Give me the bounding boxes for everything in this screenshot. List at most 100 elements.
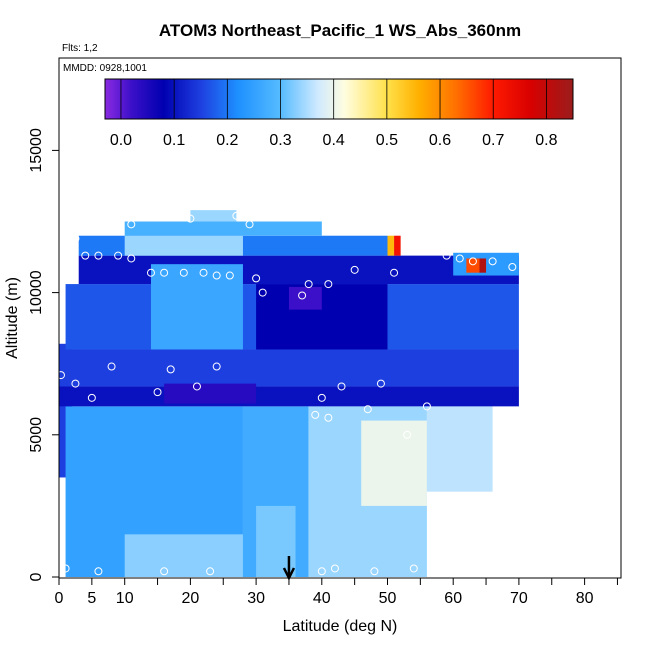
sample-point [521, 396, 530, 405]
y-axis: 0 5000 10000 15000 [28, 128, 59, 581]
sample-point [350, 265, 359, 274]
heatmap-cell [59, 349, 519, 387]
x-axis-label: Latitude (deg N) [283, 618, 398, 635]
arrow-head [282, 567, 296, 581]
sample-point [409, 564, 418, 573]
y-axis-label: Altitude (m) [4, 277, 21, 359]
sample-point [212, 362, 221, 371]
sample-point [127, 220, 136, 229]
sample-point [330, 564, 339, 573]
sample-point [94, 567, 103, 576]
sample-point [107, 362, 116, 371]
x-tick-label: 30 [247, 590, 265, 607]
sample-point [153, 388, 162, 397]
sample-point [94, 251, 103, 260]
latitude-arrow-marker [282, 556, 296, 581]
y-tick-label: 0 [28, 572, 45, 581]
heatmap-cell [426, 406, 493, 492]
colorbar-tick-label: 0.7 [482, 132, 504, 149]
dates-label: MMDD: 0928,1001 [63, 63, 147, 74]
sample-point [252, 274, 261, 283]
y-tick-label: 15000 [28, 128, 45, 173]
colorbar-tick-label: 0.8 [535, 132, 557, 149]
colorbar-tick-label: 0.3 [269, 132, 291, 149]
sample-point [298, 291, 307, 300]
sample-point [390, 268, 399, 277]
sample-point [232, 211, 241, 220]
colorbar-tick-label: 0.5 [376, 132, 398, 149]
sample-point [61, 564, 70, 573]
sample-point [179, 268, 188, 277]
x-tick-label: 0 [55, 590, 64, 607]
sample-point [455, 254, 464, 263]
sample-point [81, 251, 90, 260]
x-tick-label: 20 [182, 590, 200, 607]
sample-point [376, 379, 385, 388]
x-tick-label: 60 [444, 590, 462, 607]
heatmap-cell [394, 235, 401, 256]
sample-point [206, 567, 215, 576]
sample-point [258, 288, 267, 297]
sample-points [59, 211, 530, 576]
plot-frame [58, 57, 622, 579]
sample-point [59, 371, 65, 380]
heatmap-cell [78, 255, 519, 285]
heatmap-cell [190, 210, 237, 222]
sample-point [192, 382, 201, 391]
sample-point [508, 263, 517, 272]
heatmap-cell [479, 258, 487, 273]
heatmap-cell [164, 383, 257, 404]
sample-point [317, 393, 326, 402]
sample-point [370, 567, 379, 576]
x-tick-label: 50 [379, 590, 397, 607]
sample-point [160, 567, 169, 576]
x-axis: 0 5 10 20 30 40 50 60 70 80 [55, 578, 618, 607]
sample-point [225, 271, 234, 280]
sample-point [317, 567, 326, 576]
sample-point [422, 402, 431, 411]
heatmap-field [59, 210, 519, 577]
heatmap-cell [387, 235, 395, 256]
heatmap-cell [466, 258, 480, 273]
sample-point [468, 257, 477, 266]
heatmap-cell [59, 386, 519, 407]
sample-point [403, 430, 412, 439]
y-tick-label: 5000 [28, 417, 45, 453]
sample-point [488, 257, 497, 266]
sample-point [160, 268, 169, 277]
heatmap-cell [361, 420, 427, 506]
sample-point [245, 220, 254, 229]
sample-point [304, 280, 313, 289]
x-tick-label: 10 [116, 590, 134, 607]
x-tick-label: 80 [576, 590, 594, 607]
x-tick-label: 40 [313, 590, 331, 607]
heatmap-cell [124, 534, 243, 577]
sample-point [87, 393, 96, 402]
colorbar-rect [104, 78, 574, 120]
sample-point [146, 268, 155, 277]
sample-point [363, 405, 372, 414]
sample-point [324, 280, 333, 289]
chart-title: ATOM3 Northeast_Pacific_1 WS_Abs_360nm [159, 21, 521, 40]
heatmap-cell [150, 264, 243, 350]
sample-point [71, 379, 80, 388]
sample-point [71, 234, 80, 243]
sample-point [324, 413, 333, 422]
x-tick-label: 70 [510, 590, 528, 607]
flights-label: Flts: 1,2 [62, 43, 98, 54]
heatmap-cell [124, 235, 243, 256]
colorbar-tick-label: 0.6 [429, 132, 451, 149]
heatmap-cell [288, 286, 322, 310]
sample-point [127, 254, 136, 263]
y-tick-label: 10000 [28, 270, 45, 315]
sample-point [337, 382, 346, 391]
sample-point [442, 251, 451, 260]
colorbar-ticks: 0.0 0.1 0.2 0.3 0.4 0.5 0.6 0.7 0.8 [110, 79, 558, 149]
sample-point [311, 410, 320, 419]
colorbar: 0.0 0.1 0.2 0.3 0.4 0.5 0.6 0.7 0.8 [104, 78, 574, 149]
sample-point [212, 271, 221, 280]
sample-point [166, 365, 175, 374]
sample-point [186, 214, 195, 223]
heatmap-cell [124, 221, 322, 236]
sample-point [114, 251, 123, 260]
